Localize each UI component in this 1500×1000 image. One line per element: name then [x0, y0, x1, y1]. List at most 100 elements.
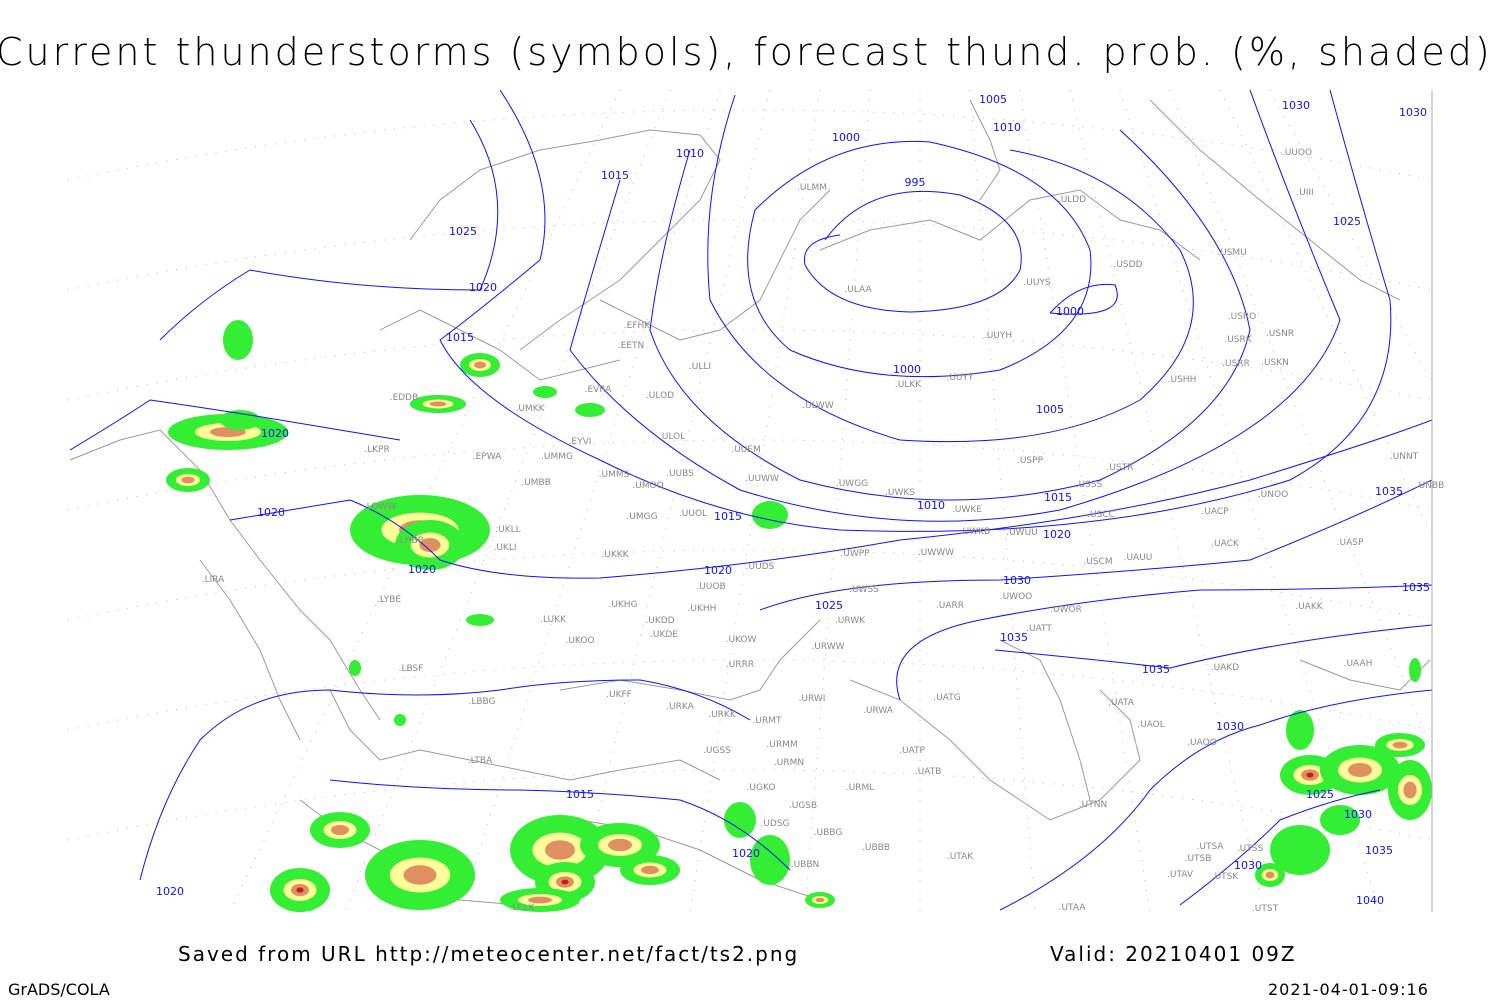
- prob-area: [561, 879, 569, 885]
- prob-area: [1306, 772, 1314, 778]
- station-label: .UAKD: [1211, 663, 1240, 673]
- prob-area: [466, 614, 494, 626]
- prob-area: [1286, 710, 1314, 750]
- station-label: .USCC: [1087, 510, 1115, 520]
- station-label: .UTAV: [1167, 870, 1194, 880]
- station-label: .ULDD: [1058, 195, 1086, 205]
- prob-area: [1392, 741, 1408, 749]
- station-label: .UIII: [1296, 188, 1313, 198]
- coastline: [599, 189, 831, 341]
- prob-area: [1265, 871, 1275, 879]
- isobar-label: 1020: [469, 281, 497, 294]
- station-label: .URMN: [774, 758, 804, 768]
- isobar-line: [329, 779, 791, 871]
- prob-area: [419, 538, 441, 552]
- timestamp: 2021-04-01-09:16: [1268, 980, 1429, 999]
- isobar-label: 1015: [446, 331, 474, 344]
- station-label: .EETN: [618, 341, 644, 351]
- isobar-label: 1030: [1282, 99, 1310, 112]
- meridian: [574, 90, 771, 912]
- prob-area: [429, 401, 447, 407]
- station-labels: .ULMM .ULAA .UUYS .UUYH .ULKK .UUYY .ULWW .ULDD…: [202, 148, 1445, 914]
- station-label: .URWA: [863, 706, 894, 716]
- station-label: .USRK: [1224, 335, 1252, 345]
- isobar-label: 1015: [566, 788, 594, 801]
- isobar-label: 1020: [408, 563, 436, 576]
- isobar-label: 1025: [449, 225, 477, 238]
- station-label: .UTSA: [1197, 842, 1225, 852]
- isobar-label: 1010: [917, 499, 945, 512]
- station-label: .UTSS: [1237, 844, 1264, 854]
- isobar-label: 1020: [257, 506, 285, 519]
- graticule: [68, 90, 1432, 912]
- isobar-label: 1025: [1333, 215, 1361, 228]
- prob-area: [223, 320, 253, 360]
- isobar-label: 1010: [993, 121, 1021, 134]
- station-label: .USNR: [1266, 329, 1294, 339]
- prob-area: [575, 403, 605, 417]
- station-label: .ULOD: [646, 391, 674, 401]
- valid-time: Valid: 20210401 09Z: [1050, 942, 1297, 966]
- isobar-label: 1030: [1003, 574, 1031, 587]
- station-label: .UBBB: [862, 843, 890, 853]
- coastline: [849, 679, 1141, 821]
- prob-area: [641, 865, 659, 875]
- station-label: .LOWW: [364, 502, 397, 512]
- isobar-label: 1035: [1142, 663, 1170, 676]
- isobar-label: 1005: [1036, 403, 1064, 416]
- station-label: .UKLI: [493, 543, 516, 553]
- station-label: .UASP: [1337, 538, 1364, 548]
- station-label: .URMM: [766, 740, 797, 750]
- station-label: .UKHH: [688, 604, 717, 614]
- isobar-line: [1049, 283, 1118, 315]
- isobar-line: [649, 129, 1251, 501]
- station-label: .URKK: [708, 710, 737, 720]
- station-label: .UUYH: [984, 331, 1012, 341]
- coastline: [199, 559, 301, 741]
- station-label: .UAKK: [1295, 602, 1324, 612]
- station-label: .UBBG: [814, 828, 843, 838]
- station-label: .UNNT: [1390, 452, 1419, 462]
- station-label: .EFHK: [624, 321, 651, 331]
- coastline: [969, 99, 1001, 201]
- isobar-label: 1020: [156, 885, 184, 898]
- station-label: .UTAK: [947, 852, 974, 862]
- station-label: .USHH: [1168, 375, 1197, 385]
- station-label: .URML: [846, 783, 874, 793]
- isobar-label: 1035: [1375, 485, 1403, 498]
- station-label: .UMKK: [515, 404, 545, 414]
- prob-area: [349, 660, 361, 676]
- prob-area: [545, 840, 575, 860]
- station-label: .USRR: [1222, 359, 1250, 369]
- station-label: .LBBG: [468, 697, 495, 707]
- station-label: .UWKE: [952, 505, 982, 515]
- station-label: .UATG: [933, 693, 960, 703]
- isobar-label: 1030: [1234, 859, 1262, 872]
- prob-area: [474, 361, 486, 369]
- prob-area: [296, 887, 304, 893]
- isobar-label: 1020: [704, 564, 732, 577]
- isobar-label: 1030: [1216, 720, 1244, 733]
- station-label: .URWI: [799, 694, 826, 704]
- isobar-line: [69, 399, 401, 451]
- isobar-label: 1040: [1356, 894, 1384, 907]
- station-label: .UUOO: [1282, 148, 1312, 158]
- station-label: .UUWW: [745, 474, 779, 484]
- isobar-label: 1020: [732, 847, 760, 860]
- station-label: .ULWW: [802, 401, 834, 411]
- prob-area: [750, 835, 790, 885]
- isobar-label: 1000: [893, 363, 921, 376]
- isobar-label: 1035: [1402, 581, 1430, 594]
- station-label: .UAOL: [1137, 720, 1165, 730]
- coastline: [329, 689, 721, 781]
- station-label: .UDSG: [760, 819, 789, 829]
- station-label: .UKFF: [606, 690, 632, 700]
- prob-area: [608, 838, 632, 852]
- station-label: .UMGG: [626, 512, 657, 522]
- station-label: .UKKK: [601, 550, 629, 560]
- prob-area: [815, 897, 825, 903]
- coastlines: [69, 99, 1431, 906]
- station-label: .LBSF: [399, 664, 424, 674]
- meridian: [1069, 90, 1266, 912]
